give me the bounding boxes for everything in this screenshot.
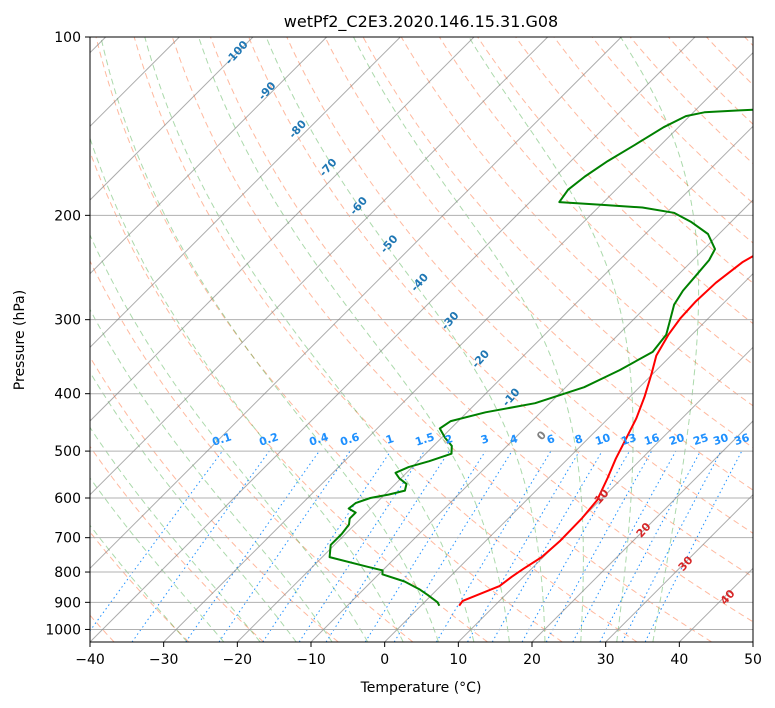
- isotherm-gridline: [236, 125, 753, 642]
- x-tick-label: 20: [523, 652, 541, 668]
- moist-adiabat-line: [90, 524, 188, 642]
- dry-adiabat-line: [286, 37, 753, 534]
- dry-adiabat-line: [171, 37, 712, 642]
- moist-adiabat-line: [265, 37, 546, 642]
- isotherm-gridline: [384, 272, 753, 642]
- isotherm-gridline: [90, 37, 696, 642]
- moist-adiabat-line: [353, 37, 584, 642]
- mixing-ratio-line: [364, 450, 486, 642]
- mixing-ratio-line: [185, 450, 320, 642]
- y-tick-label: 600: [54, 491, 81, 507]
- mixing-ratio-label: 0.6: [339, 430, 362, 448]
- dry-adiabat-line: [90, 259, 414, 642]
- y-tick-label: 300: [54, 313, 81, 329]
- mixing-ratio-line: [262, 450, 392, 642]
- mixing-ratio-label: 13: [620, 431, 639, 448]
- mixing-ratio-line: [325, 450, 450, 642]
- chart-title: wetPf2_C2E3.2020.146.15.31.G08: [284, 12, 558, 32]
- x-tick-label: 50: [744, 652, 762, 668]
- x-tick-label: −10: [296, 652, 326, 668]
- mixing-ratio-label: 0.1: [211, 430, 234, 448]
- dewpoint-profile-line: [328, 108, 753, 607]
- mixing-ratio-label: 10: [594, 431, 613, 448]
- mixing-ratio-label: 25: [692, 431, 711, 448]
- x-tick-label: −20: [223, 652, 253, 668]
- mixing-ratio-label: 6: [545, 432, 557, 447]
- x-tick-label: −30: [149, 652, 179, 668]
- mixing-ratio-label: 0.4: [308, 430, 331, 448]
- moist-adiabat-line: [90, 233, 369, 642]
- mixing-ratio-line: [599, 450, 701, 642]
- moist-adiabat-line: [198, 37, 510, 642]
- mixing-ratio-label: 0.2: [258, 430, 281, 448]
- x-tick-label: −40: [75, 652, 105, 668]
- axis-ticks: −40 −30 −20 −10 0 10 20 30 40 5010020030040050060…: [45, 30, 762, 668]
- moist-adiabat-line: [90, 426, 261, 642]
- moist-adiabat-line: [100, 37, 439, 642]
- isotherm-gridline: [90, 37, 254, 201]
- mixing-ratio-label: 16: [643, 431, 662, 448]
- isotherm-gridline: [752, 641, 753, 642]
- isotherm-gridline: [90, 37, 549, 496]
- y-tick-label: 1000: [45, 622, 81, 638]
- isotherm-gridline: [90, 37, 475, 422]
- dry-adiabat-line: [210, 37, 753, 623]
- dry-adiabat-line: [90, 445, 264, 642]
- temperature-profile-line: [458, 254, 753, 607]
- mixing-ratio-label: 4: [508, 432, 520, 447]
- profile-lines: [328, 108, 753, 607]
- plot-frame: [89, 36, 754, 643]
- y-tick-label: 700: [54, 531, 81, 547]
- y-axis-title: Pressure (hPa): [12, 290, 28, 390]
- isotherm-gridline: [90, 37, 328, 275]
- y-tick-label: 200: [54, 208, 81, 224]
- isotherm-gridline: [531, 420, 753, 642]
- mixing-ratio-label: 1: [384, 432, 395, 447]
- mixing-ratio-line: [298, 450, 425, 642]
- moist-adiabat-line: [90, 136, 404, 642]
- y-tick-label: 100: [54, 30, 81, 46]
- dry-adiabat-line: [515, 37, 753, 284]
- mixing-ratio-label: 30: [712, 431, 731, 448]
- x-tick-label: 0: [380, 652, 389, 668]
- mixing-ratio-label: 8: [573, 432, 584, 447]
- mixing-ratio-label: 36: [733, 431, 752, 448]
- y-tick-label: 800: [54, 565, 81, 581]
- isotherm-gridline: [90, 37, 622, 570]
- mixing-ratio-label: 2: [443, 432, 454, 447]
- dry-adiabat-line: [248, 37, 753, 578]
- dry-adiabat-line: [133, 37, 638, 642]
- mixing-ratio-label: 1.5: [414, 430, 437, 448]
- isotherm-gridline: [90, 37, 401, 349]
- plot-background: [90, 37, 753, 642]
- y-tick-label: 400: [54, 387, 81, 403]
- background-lines: [90, 37, 753, 642]
- mixing-ratio-label: 20: [668, 431, 687, 448]
- x-tick-label: 40: [670, 652, 688, 668]
- moist-adiabat-line: [90, 477, 225, 642]
- mixing-ratio-line: [467, 450, 580, 642]
- mixing-ratio-line: [435, 450, 552, 642]
- x-axis-title: Temperature (°C): [360, 680, 482, 696]
- dry-adiabat-line: [324, 37, 753, 491]
- mixing-ratio-label: 3: [479, 432, 490, 447]
- moist-adiabat-line: [90, 308, 333, 642]
- x-tick-label: 30: [597, 652, 615, 668]
- isotherm-gridline: [605, 493, 753, 642]
- x-tick-label: 10: [449, 652, 467, 668]
- isotherm-gridline: [310, 199, 753, 642]
- moist-adiabat-line: [620, 37, 700, 642]
- mixing-ratio-line: [218, 450, 351, 642]
- dry-adiabat-line: [95, 37, 563, 642]
- mixing-ratio-line: [572, 450, 677, 642]
- y-tick-label: 900: [54, 595, 81, 611]
- moist-adiabat-line: [90, 371, 297, 642]
- isotherm-gridline: [163, 51, 753, 642]
- y-tick-label: 500: [54, 444, 81, 460]
